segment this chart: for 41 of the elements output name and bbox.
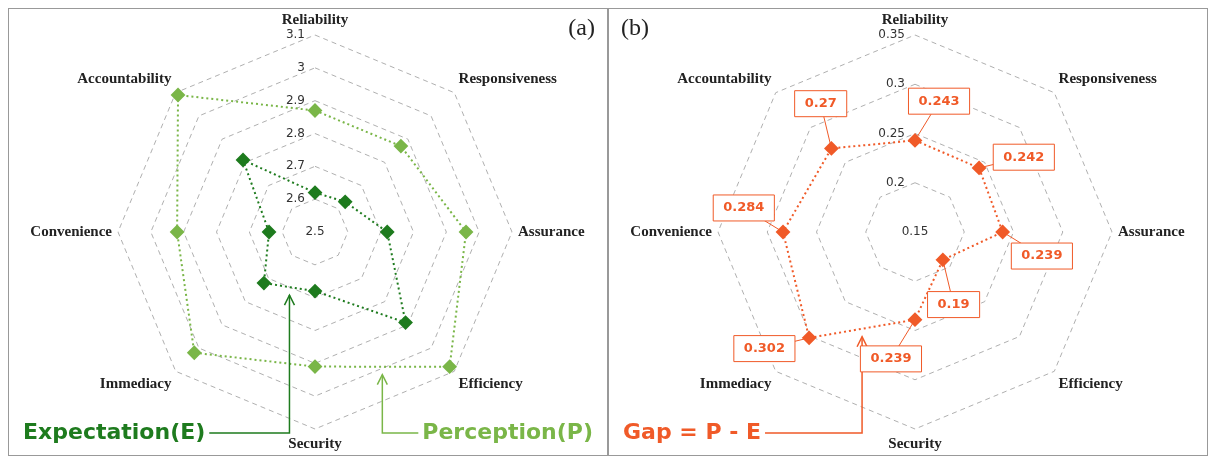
spoke-label: Accountability (677, 70, 772, 87)
spoke-label: Reliability (281, 10, 349, 27)
y-tick-label: 2.8 (285, 125, 305, 140)
y-tick-label: 0.35 (878, 27, 905, 42)
text: Perception(P) (422, 418, 593, 444)
spoke-label: Immediacy (99, 375, 172, 392)
y-tick-label: 0.25 (878, 125, 905, 140)
spoke-label: Accountability (77, 70, 172, 87)
data-label: 0.27 (804, 95, 837, 111)
text: Expectation(E) (23, 418, 206, 444)
data-label: 0.284 (723, 199, 765, 215)
spoke-label: Responsiveness (1058, 70, 1158, 87)
spoke-label: Convenience (630, 222, 713, 239)
spoke-label: Convenience (30, 222, 113, 239)
spoke-label: Immediacy (699, 375, 772, 392)
spoke-label: Assurance (518, 222, 586, 239)
spoke-label: Efficiency (1058, 375, 1124, 392)
spoke-label: Responsiveness (458, 70, 558, 87)
y-tick-label: 2.6 (285, 191, 305, 206)
y-tick-label: 2.7 (285, 158, 305, 173)
y-tick-label: 0.3 (885, 76, 905, 91)
y-tick-label: 2.5 (305, 224, 325, 239)
y-tick-label: 0.2 (885, 174, 905, 189)
data-label: 0.239 (1021, 247, 1063, 263)
spoke-label: Reliability (881, 10, 949, 27)
text: Gap = P - E (623, 418, 762, 444)
y-tick-label: 2.9 (285, 92, 305, 107)
text: (a) (568, 14, 595, 41)
data-label: 0.242 (1003, 148, 1045, 164)
spoke-label: Efficiency (458, 375, 524, 392)
text: (b) (621, 14, 649, 41)
spoke-label: Assurance (1118, 222, 1186, 239)
data-label: 0.243 (918, 92, 960, 108)
data-label: 0.239 (870, 350, 912, 366)
spoke-label: Security (288, 434, 343, 451)
y-tick-label: 3.1 (285, 27, 305, 42)
data-label: 0.302 (743, 339, 785, 355)
y-tick-label: 3 (297, 59, 305, 74)
y-tick-label: 0.15 (901, 224, 929, 239)
data-label: 0.19 (937, 295, 970, 311)
spoke-label: Security (888, 434, 943, 451)
